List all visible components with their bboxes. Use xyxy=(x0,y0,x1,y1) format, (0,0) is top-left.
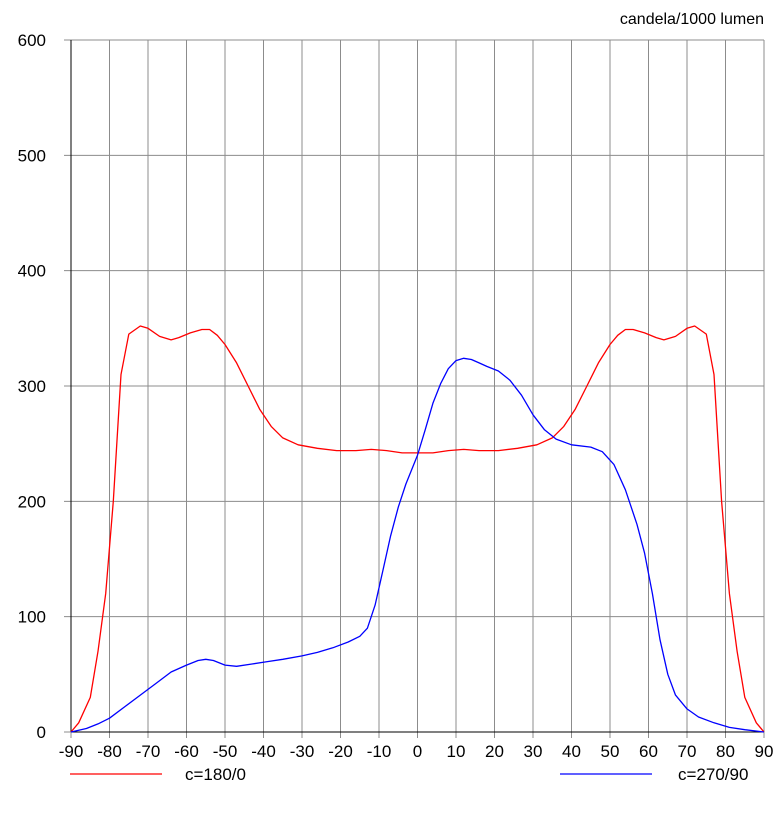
series-layer xyxy=(70,325,765,733)
y-tick-label: 400 xyxy=(18,262,46,281)
y-tick-label: 300 xyxy=(18,377,46,396)
x-tick-labels: -90 -80 -70 -60 -50 -40 -30 -20 -10 0 10 20 30 40 50 60… xyxy=(59,742,774,761)
x-tick-label: -50 xyxy=(213,742,238,761)
x-tick-label: -60 xyxy=(174,742,199,761)
y-tick-label: 200 xyxy=(18,492,46,511)
series-line-1 xyxy=(70,357,765,733)
x-tick-label: 50 xyxy=(601,742,620,761)
x-tick-label: 10 xyxy=(447,742,466,761)
x-tick-label: -20 xyxy=(328,742,353,761)
y-tick-label: 600 xyxy=(18,31,46,50)
series-line-0 xyxy=(70,325,765,733)
y-tick-label: 500 xyxy=(18,146,46,165)
x-tick-label: 20 xyxy=(485,742,504,761)
x-tick-label: -40 xyxy=(251,742,276,761)
x-tick-label: 60 xyxy=(639,742,658,761)
x-tick-label: -90 xyxy=(59,742,84,761)
y-tick-label: 0 xyxy=(37,723,46,742)
x-tick-label: -70 xyxy=(136,742,161,761)
legend: c=180/0 c=270/90 xyxy=(70,765,748,784)
legend-label-c180-0: c=180/0 xyxy=(185,765,246,784)
x-tick-label: 30 xyxy=(524,742,543,761)
x-tick-label: 70 xyxy=(678,742,697,761)
x-tick-label: 80 xyxy=(716,742,735,761)
x-tick-label: -80 xyxy=(97,742,122,761)
legend-label-c270-90: c=270/90 xyxy=(678,765,748,784)
plot-frame xyxy=(70,40,764,733)
y-axis-unit-label: candela/1000 lumen xyxy=(620,11,764,28)
grid-lines xyxy=(64,39,765,738)
y-tick-labels: 0 100 200 300 400 500 600 xyxy=(18,31,46,742)
x-tick-label: -30 xyxy=(290,742,315,761)
y-tick-label: 100 xyxy=(18,608,46,627)
x-tick-label: -10 xyxy=(367,742,392,761)
x-tick-label: 90 xyxy=(755,742,774,761)
x-tick-label: 40 xyxy=(562,742,581,761)
x-tick-label: 0 xyxy=(413,742,422,761)
